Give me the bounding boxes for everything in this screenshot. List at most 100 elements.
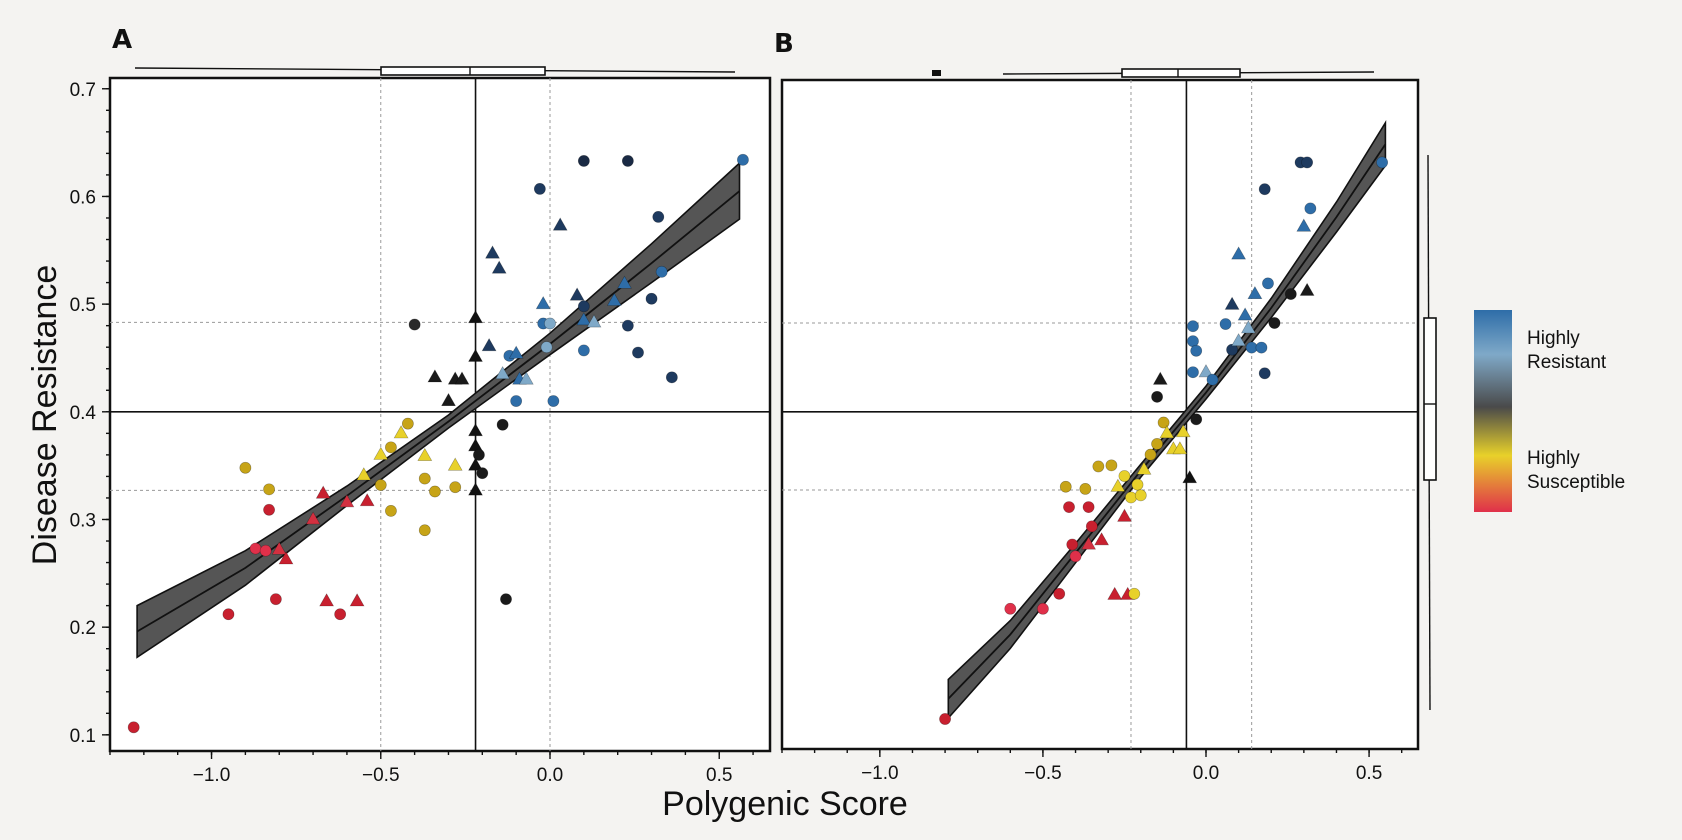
- panel-b-data-point-triangle: [1175, 424, 1191, 438]
- panel-b-data-point-circle: [1268, 317, 1281, 329]
- panel-b-data-point-circle: [1037, 602, 1049, 615]
- panel-b-data-point-triangle: [1107, 586, 1123, 600]
- panel-a-y-tick-label: 0.2: [70, 618, 96, 639]
- panel-b-data-point-circle: [1079, 482, 1092, 495]
- panel-a-data-point-circle: [222, 608, 235, 621]
- panel-a-data-point-circle: [496, 418, 509, 431]
- panel-a-data-point-circle: [510, 395, 523, 407]
- panel-a-data-point-circle: [418, 472, 431, 485]
- panel-a-y-tick-label: 0.1: [70, 726, 96, 747]
- panel-b-data-point-circle: [1284, 288, 1297, 300]
- panel-b-data-point-triangle: [1081, 536, 1097, 550]
- panel-a-data-point-triangle: [278, 551, 294, 565]
- panel-b-data-point-circle: [1187, 320, 1199, 333]
- panel-b-data-point-circle: [1118, 470, 1131, 482]
- panel-a-data-point-circle: [540, 341, 553, 354]
- panel-a-y-tick-label: 0.5: [70, 295, 96, 316]
- panel-b-data-point-circle: [1085, 520, 1098, 533]
- panel-a-data-point-circle: [533, 183, 546, 195]
- panel-b-data-point-triangle: [1136, 461, 1152, 475]
- panel-a-x-tick-label: 0.5: [706, 765, 732, 786]
- legend-label-susceptible-line1: Highly: [1527, 448, 1580, 469]
- panel-b-data-point-triangle: [1159, 425, 1175, 439]
- panel-b-x-tick-label: 0.5: [1356, 763, 1382, 784]
- panel-b: B −1.0 −0.5 0.0 0.5: [774, 29, 1437, 784]
- panel-b-x-tick-label: 0.0: [1193, 763, 1219, 784]
- panel-b-data-point-circle: [1219, 318, 1232, 330]
- panel-a-data-point-circle: [239, 461, 252, 474]
- panel-a-data-point-triangle: [468, 309, 483, 324]
- panel-a-data-point-circle: [500, 593, 512, 606]
- panel-b-data-point-triangle: [1299, 282, 1315, 296]
- panel-a-data-point-triangle: [576, 312, 592, 326]
- panel-a-data-point-circle: [385, 504, 397, 517]
- panel-a-data-point-triangle: [454, 371, 470, 385]
- panel-b-data-point-triangle: [1110, 478, 1126, 492]
- panel-a-data-point-triangle: [508, 345, 524, 359]
- panel-b-data-point-circle: [1063, 501, 1075, 513]
- panel-b-data-point-circle: [939, 713, 951, 725]
- panel-b-data-point-triangle: [1231, 246, 1247, 260]
- panel-b-data-point-circle: [1258, 367, 1271, 380]
- panel-b-data-point-circle: [1151, 438, 1163, 450]
- panel-b-data-point-triangle: [1240, 320, 1256, 334]
- panel-a-axes: −1.0 −0.5 0.0 0.5 0.1 0.2 0.3 0.4 0.5 0.6 0.7: [70, 80, 754, 786]
- panel-a-data-point-circle: [476, 467, 489, 480]
- panel-b-data-point-circle: [1105, 459, 1118, 472]
- panel-a-data-point-circle: [645, 292, 658, 305]
- panel-b-data-point-circle: [1376, 156, 1389, 169]
- panel-a-x-tick-label: 0.0: [537, 765, 563, 786]
- panel-a-data-point-circle: [249, 542, 262, 555]
- panel-b-data-point-circle: [1082, 501, 1095, 513]
- panel-b-x-tick-label: −1.0: [861, 763, 899, 784]
- panel-b-data-point-triangle: [1224, 296, 1240, 310]
- panel-a-data-point-circle: [577, 300, 590, 313]
- panel-a-top-marginal-box: [134, 66, 736, 76]
- panel-a-plot-area: [108, 76, 772, 753]
- panel-b-data-point-circle: [1059, 480, 1072, 493]
- panel-b-data-point-circle: [1053, 587, 1066, 600]
- panel-b-axes: −1.0 −0.5 0.0 0.5: [781, 749, 1403, 784]
- panel-b-data-point-triangle: [1231, 333, 1247, 347]
- panel-a-data-point-circle: [473, 448, 485, 461]
- panel-a-x-tick-label: −1.0: [193, 765, 231, 786]
- panel-a-data-point-triangle: [359, 493, 375, 507]
- panel-a-data-point-triangle: [447, 457, 463, 471]
- panel-b-data-point-circle: [1128, 587, 1141, 600]
- panel-b-data-point-circle: [1304, 202, 1317, 215]
- panel-b-data-point-circle: [1262, 277, 1274, 290]
- panel-a-data-point-triangle: [373, 446, 389, 460]
- panel-a-y-tick-label: 0.6: [70, 187, 96, 208]
- panel-a-data-point-triangle: [468, 348, 483, 362]
- panel-a-data-point-triangle: [617, 275, 632, 289]
- panel-a-data-point-circle: [334, 608, 347, 621]
- panel-a-data-point-triangle: [271, 541, 287, 555]
- panel-a-data-point-circle: [577, 344, 590, 357]
- panel-b-fit-line: [947, 143, 1387, 700]
- panel-a-y-tick-label: 0.3: [70, 510, 96, 531]
- panel-b-data-point-circle: [1157, 416, 1170, 429]
- panel-a-data-point-circle: [418, 524, 431, 537]
- panel-b-data-point-circle: [1187, 366, 1199, 379]
- panel-a-data-point-triangle: [468, 423, 483, 437]
- panel-a-data-point-circle: [665, 371, 678, 384]
- panel-a: A −1.0 −0.5 0.0 0.5 0.1 0.2 0.3 0.4 0.5 0.6 0.7: [70, 25, 772, 786]
- panel-b-data-point-circle: [1144, 448, 1157, 461]
- panel-b-x-tick-label: −0.5: [1024, 763, 1062, 784]
- panel-b-data-point-circle: [1004, 602, 1017, 615]
- panel-a-data-point-triangle: [495, 365, 511, 380]
- panel-b-right-marginal-box: [1423, 154, 1437, 711]
- panel-a-data-point-triangle: [491, 260, 507, 274]
- panel-a-data-point-circle: [269, 593, 282, 606]
- panel-a-data-point-triangle: [535, 295, 551, 310]
- panel-a-data-point-triangle: [552, 217, 568, 231]
- panel-b-data-point-triangle: [1237, 307, 1253, 321]
- panel-a-data-point-circle: [385, 441, 397, 454]
- panel-a-data-point-circle: [737, 153, 749, 166]
- panel-a-data-point-triangle: [417, 447, 433, 461]
- panel-a-data-point-circle: [374, 479, 387, 491]
- panel-b-data-point-circle: [1134, 489, 1147, 502]
- panel-b-data-point-triangle: [1094, 532, 1110, 546]
- panel-b-top-marginal-box: [932, 68, 1375, 78]
- panel-a-data-point-triangle: [427, 369, 443, 383]
